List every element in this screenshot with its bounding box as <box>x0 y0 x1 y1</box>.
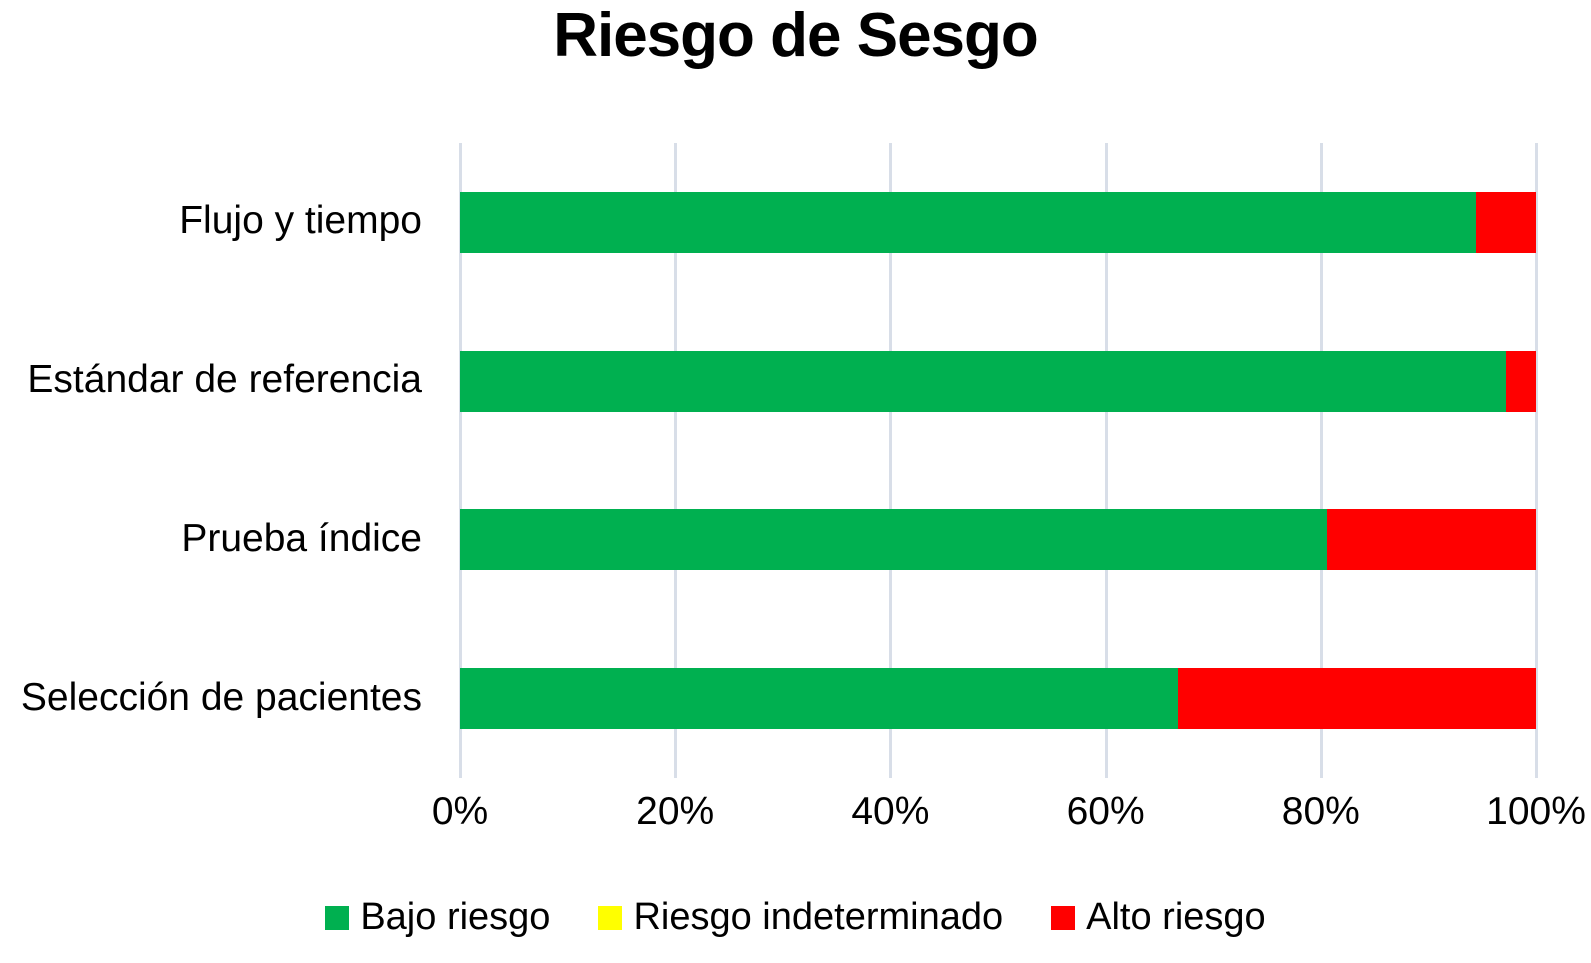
legend-label: Bajo riesgo <box>360 896 551 938</box>
plot-area <box>459 143 1538 778</box>
bar-segment <box>460 509 1328 571</box>
legend-item: Riesgo indeterminado <box>598 896 1003 939</box>
bar-segment <box>1327 509 1536 571</box>
x-tick-label: 20% <box>636 790 715 833</box>
bar-row <box>460 509 1536 571</box>
legend: Bajo riesgo Riesgo indeterminado Alto ries… <box>0 896 1591 939</box>
gridline-100% <box>1535 143 1538 778</box>
gridline-0% <box>459 143 462 778</box>
legend-label: Alto riesgo <box>1086 896 1266 938</box>
bar-segment <box>1475 191 1536 253</box>
legend-swatch-icon <box>325 905 350 930</box>
gridline-20% <box>674 143 678 778</box>
legend-item: Bajo riesgo <box>325 896 550 939</box>
bar-row <box>460 191 1536 253</box>
category-label: Prueba índice <box>181 516 422 560</box>
bar-segment <box>1505 350 1536 412</box>
gridline-80% <box>1319 143 1323 778</box>
bar-row <box>460 350 1536 412</box>
category-label: Flujo y tiempo <box>179 199 422 243</box>
category-label: Selección de pacientes <box>20 675 422 719</box>
legend-swatch-icon <box>598 905 623 930</box>
legend-item: Alto riesgo <box>1051 896 1266 939</box>
chart-title: Riesgo de Sesgo <box>553 1 1039 70</box>
bar-segment <box>460 191 1476 253</box>
x-tick-label: 60% <box>1066 790 1145 833</box>
bar-segment <box>1177 668 1536 730</box>
x-tick-label: 80% <box>1281 790 1360 833</box>
gridline-60% <box>1104 143 1108 778</box>
bar-segment <box>460 350 1506 412</box>
legend-swatch-icon <box>1051 905 1076 930</box>
gridline-40% <box>889 143 893 778</box>
bar-segment <box>460 668 1178 730</box>
bar-row <box>460 668 1536 730</box>
legend-label: Riesgo indeterminado <box>633 896 1004 938</box>
category-label: Estándar de referencia <box>27 358 422 402</box>
x-tick-label: 40% <box>851 790 930 833</box>
x-tick-label: 100% <box>1486 790 1586 833</box>
x-tick-label: 0% <box>431 790 489 833</box>
